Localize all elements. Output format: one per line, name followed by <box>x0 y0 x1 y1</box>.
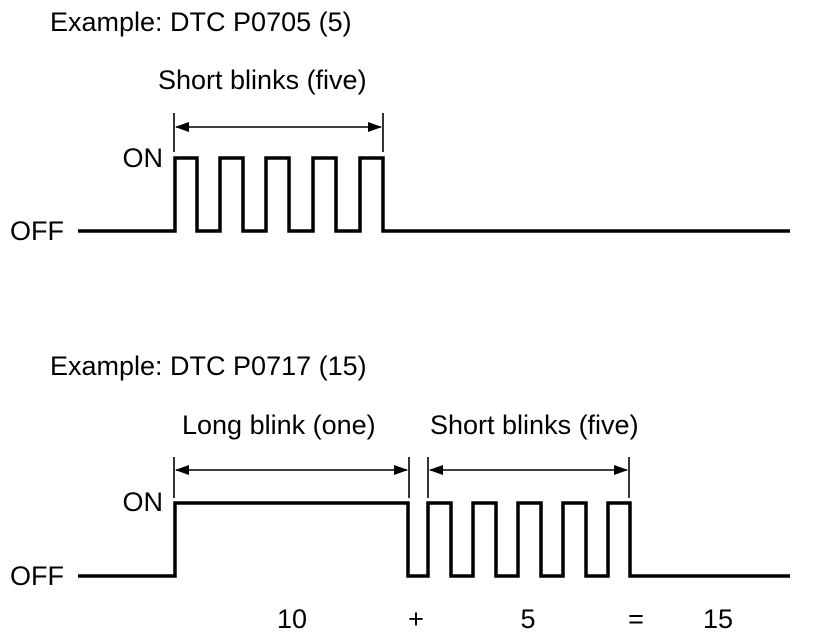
example2-title: Example: DTC P0717 (15) <box>50 351 367 381</box>
example2-off-label: OFF <box>10 561 64 591</box>
example1-waveform <box>78 156 790 233</box>
example2-short-label: Short blinks (five) <box>430 410 639 440</box>
example1-dimension-arrow <box>173 113 384 152</box>
example1-span-label: Short blinks (five) <box>158 65 367 95</box>
sum-result: 15 <box>703 604 733 634</box>
example2-waveform <box>78 501 790 578</box>
arrowhead-right-icon <box>368 122 382 132</box>
sum-plus: + <box>408 604 424 634</box>
example1-off-label: OFF <box>10 216 64 246</box>
arrowhead-left-icon <box>175 122 189 132</box>
arrowhead-left-icon <box>429 465 443 475</box>
example2-short-dimension-arrow <box>427 457 630 498</box>
example2-on-label: ON <box>123 487 164 517</box>
example2-long-dimension-arrow <box>173 457 410 498</box>
example2-long-label: Long blink (one) <box>182 410 376 440</box>
arrowhead-left-icon <box>175 465 189 475</box>
sum-term-short: 5 <box>520 604 535 634</box>
example1-on-label: ON <box>123 143 164 173</box>
arrowhead-right-icon <box>394 465 408 475</box>
arrowhead-right-icon <box>614 465 628 475</box>
example1-title: Example: DTC P0705 (5) <box>50 7 352 37</box>
sum-equals: = <box>628 604 644 634</box>
sum-term-long: 10 <box>277 604 307 634</box>
